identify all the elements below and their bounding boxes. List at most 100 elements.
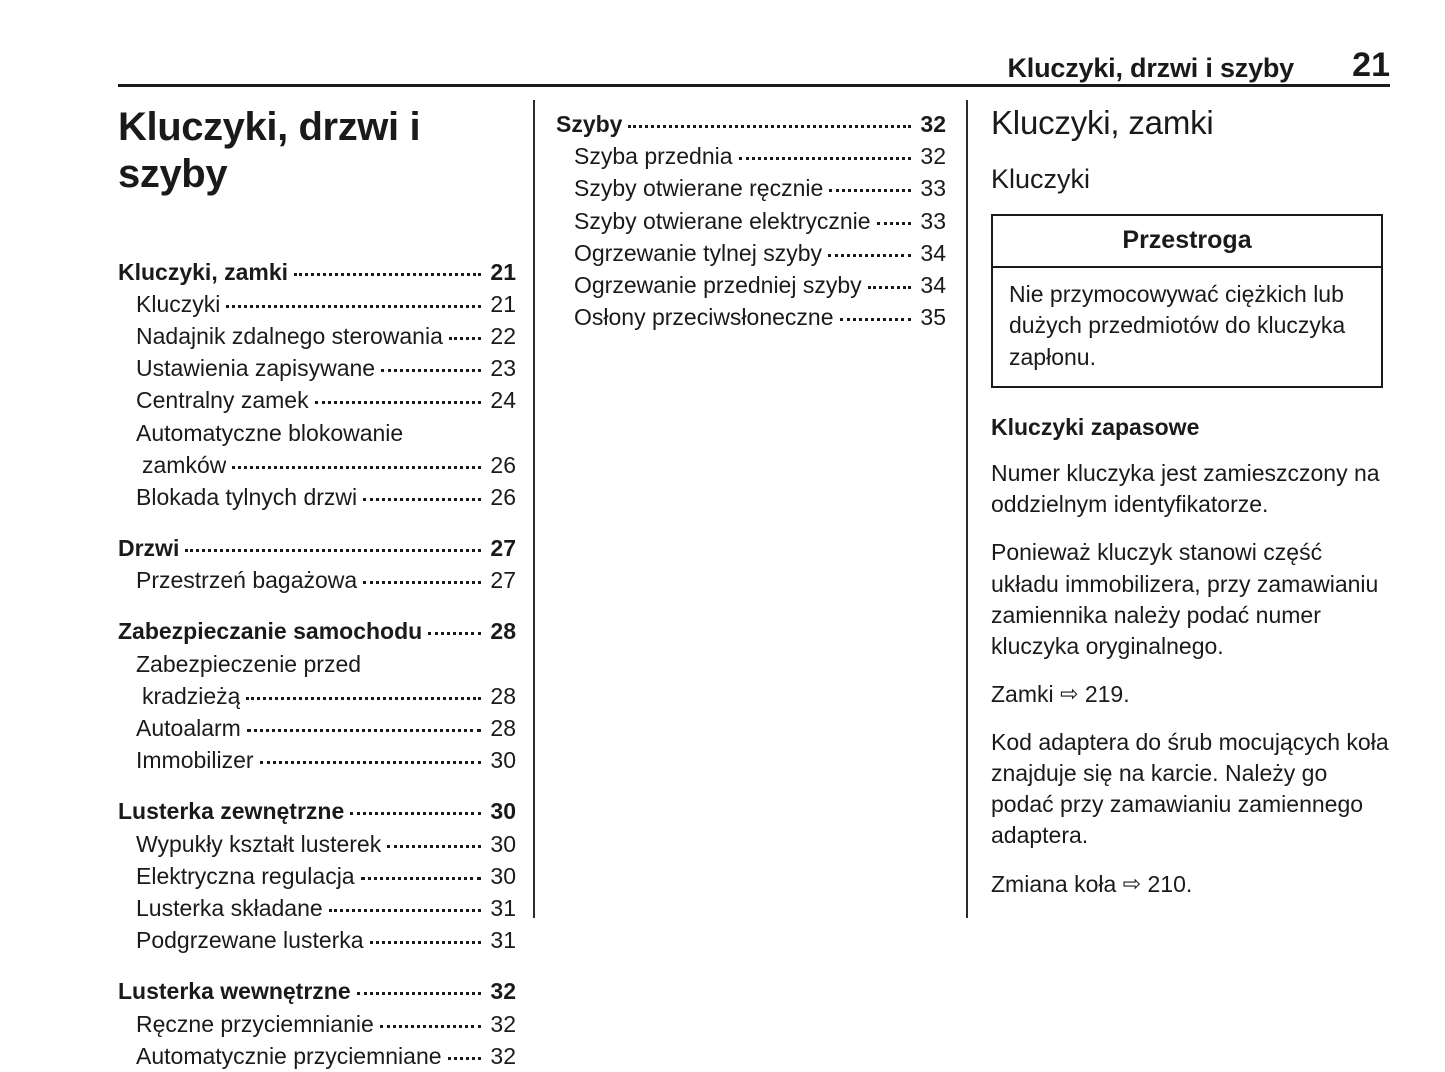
toc-entry-label: Ręczne przyciemnianie bbox=[136, 1010, 374, 1037]
toc-entry-label: Lusterka wewnętrzne bbox=[118, 978, 351, 1005]
toc-entry-page: 28 bbox=[490, 715, 516, 742]
toc-entry[interactable]: Kluczyki, zamki 21 bbox=[118, 256, 516, 288]
toc-entry-page: 32 bbox=[490, 1042, 516, 1069]
toc-entry-page: 28 bbox=[490, 618, 516, 645]
toc-dot-leader bbox=[226, 304, 481, 308]
toc-entry-label: zamków bbox=[142, 451, 227, 478]
toc-dot-leader bbox=[829, 189, 911, 193]
toc-entry-page: 31 bbox=[490, 894, 516, 921]
paragraph-immobilizer: Ponieważ kluczyk stanowi część układu im… bbox=[991, 539, 1379, 659]
toc-entry[interactable]: Szyby otwierane ręcznie 33 bbox=[556, 172, 946, 204]
toc-left: Kluczyki, zamki 21 Kluczyki 21 Nadajnik zdal… bbox=[118, 256, 516, 1072]
toc-entry-label: Automatycznie przyciemniane bbox=[136, 1042, 442, 1069]
header-title: Kluczyki, drzwi i szyby bbox=[1007, 53, 1295, 83]
toc-entry-label: kradzieżą bbox=[142, 682, 241, 709]
toc-entry-page: 22 bbox=[490, 322, 516, 349]
toc-entry-label: Osłony przeciwsłoneczne bbox=[574, 304, 834, 331]
xref-locks: Zamki ⇨ 219. bbox=[991, 679, 1390, 711]
toc-entry[interactable]: Centralny zamek 24 bbox=[118, 384, 516, 416]
section-title: Kluczyki, zamki bbox=[991, 104, 1214, 141]
xref-wheel-change-label: Zmiana koła bbox=[991, 870, 1117, 897]
toc-middle: Szyby 32 Szyba przednia 32 Szyby otwierane r… bbox=[556, 108, 946, 333]
toc-entry[interactable]: zamków 26 bbox=[118, 449, 516, 481]
xref-wheel-change: Zmiana koła ⇨ 210. bbox=[991, 869, 1390, 901]
chapter-title: Kluczyki, drzwi i szyby bbox=[118, 105, 421, 196]
toc-entry-label: Lusterka składane bbox=[136, 894, 323, 921]
toc-entry-page: 30 bbox=[490, 830, 516, 857]
warning-heading: Przestroga bbox=[993, 216, 1381, 268]
header-rule bbox=[118, 84, 1390, 87]
toc-entry-label: Kluczyki bbox=[136, 290, 221, 317]
toc-entry[interactable]: Elektryczna regulacja 30 bbox=[118, 860, 516, 892]
toc-dot-leader bbox=[381, 369, 481, 373]
toc-entry-page: 32 bbox=[490, 978, 516, 1005]
toc-dot-leader bbox=[328, 908, 481, 912]
toc-entry[interactable]: Wypukły kształt lusterek 30 bbox=[118, 828, 516, 860]
toc-entry-label: Zabezpieczanie samochodu bbox=[118, 618, 423, 645]
toc-entry-label: Centralny zamek bbox=[136, 387, 309, 414]
toc-entry-label: Autoalarm bbox=[136, 715, 241, 742]
toc-entry-label: Szyby otwierane ręcznie bbox=[574, 175, 824, 202]
toc-dot-leader bbox=[363, 497, 481, 501]
toc-entry[interactable]: kradzieżą 28 bbox=[118, 680, 516, 712]
toc-dot-leader bbox=[314, 401, 481, 405]
toc-group: Zabezpieczanie samochodu 28 Zabezpieczenie… bbox=[118, 615, 516, 776]
toc-entry[interactable]: Lusterka zewnętrzne 30 bbox=[118, 795, 516, 827]
column-divider-left bbox=[533, 100, 535, 918]
toc-entry-label: Szyby bbox=[556, 111, 623, 137]
toc-dot-leader bbox=[369, 941, 481, 945]
toc-group: Kluczyki, zamki 21 Kluczyki 21 Nadajnik zdal… bbox=[118, 256, 516, 514]
toc-entry-label: Lusterka zewnętrzne bbox=[118, 798, 345, 825]
toc-entry[interactable]: Szyby otwierane elektrycznie 33 bbox=[556, 205, 946, 237]
toc-entry-page: 27 bbox=[490, 535, 516, 562]
toc-entry-label: Szyby otwierane elektrycznie bbox=[574, 207, 871, 234]
toc-entry[interactable]: Zabezpieczenie przed bbox=[118, 648, 516, 680]
toc-dot-leader bbox=[738, 157, 911, 161]
toc-entry-page: 32 bbox=[490, 1010, 516, 1037]
toc-entry-page: 21 bbox=[490, 258, 516, 285]
toc-entry[interactable]: Zabezpieczanie samochodu 28 bbox=[118, 615, 516, 647]
toc-entry[interactable]: Nadajnik zdalnego sterowania 22 bbox=[118, 320, 516, 352]
toc-entry[interactable]: Immobilizer 30 bbox=[118, 744, 516, 776]
toc-entry[interactable]: Podgrzewane lusterka 31 bbox=[118, 924, 516, 956]
toc-entry[interactable]: Kluczyki 21 bbox=[118, 288, 516, 320]
cross-reference-arrow-icon: ⇨ bbox=[1122, 871, 1142, 897]
toc-dot-leader bbox=[232, 465, 481, 469]
toc-entry[interactable]: Lusterka składane 31 bbox=[118, 892, 516, 924]
toc-entry-label: Ogrzewanie przedniej szyby bbox=[574, 271, 862, 298]
toc-dot-leader bbox=[360, 876, 481, 880]
toc-entry[interactable]: Drzwi 27 bbox=[118, 532, 516, 564]
toc-dot-leader bbox=[379, 1024, 481, 1028]
toc-entry[interactable]: Ogrzewanie tylnej szyby 34 bbox=[556, 237, 946, 269]
toc-entry[interactable]: Automatycznie przyciemniane 32 bbox=[118, 1040, 516, 1072]
toc-entry[interactable]: Ustawienia zapisywane 23 bbox=[118, 352, 516, 384]
toc-entry[interactable]: Autoalarm 28 bbox=[118, 712, 516, 744]
toc-entry-page: 32 bbox=[920, 143, 946, 170]
toc-entry-page: 30 bbox=[490, 862, 516, 889]
toc-entry[interactable]: Ogrzewanie przedniej szyby 34 bbox=[556, 269, 946, 301]
toc-entry-label: Przestrzeń bagażowa bbox=[136, 567, 358, 594]
toc-entry[interactable]: Osłony przeciwsłoneczne 35 bbox=[556, 301, 946, 333]
toc-entry-label: Immobilizer bbox=[136, 747, 254, 774]
toc-entry[interactable]: Ręczne przyciemnianie 32 bbox=[118, 1008, 516, 1040]
toc-entry-page: 30 bbox=[490, 747, 516, 774]
toc-dot-leader bbox=[839, 318, 911, 322]
toc-dot-leader bbox=[363, 581, 481, 585]
toc-entry-page: 31 bbox=[490, 927, 516, 954]
toc-entry[interactable]: Lusterka wewnętrzne 32 bbox=[118, 975, 516, 1007]
toc-entry[interactable]: Szyby 32 bbox=[556, 108, 946, 140]
toc-entry[interactable]: Blokada tylnych drzwi 26 bbox=[118, 481, 516, 513]
toc-group: Lusterka zewnętrzne 30 Wypukły kształt lus… bbox=[118, 795, 516, 956]
toc-entry-page: 32 bbox=[920, 111, 946, 137]
toc-dot-leader bbox=[259, 761, 481, 765]
toc-entry-label: Szyba przednia bbox=[574, 143, 733, 170]
header-page-number: 21 bbox=[1352, 46, 1390, 84]
toc-entry[interactable]: Automatyczne blokowanie bbox=[118, 417, 516, 449]
toc-entry-label: Drzwi bbox=[118, 535, 180, 562]
toc-entry[interactable]: Przestrzeń bagażowa 27 bbox=[118, 564, 516, 596]
toc-dot-leader bbox=[448, 336, 481, 340]
xref-locks-label: Zamki bbox=[991, 680, 1054, 707]
toc-entry-page: 35 bbox=[920, 304, 946, 331]
toc-entry[interactable]: Szyba przednia 32 bbox=[556, 140, 946, 172]
toc-entry-label: Kluczyki, zamki bbox=[118, 258, 289, 285]
